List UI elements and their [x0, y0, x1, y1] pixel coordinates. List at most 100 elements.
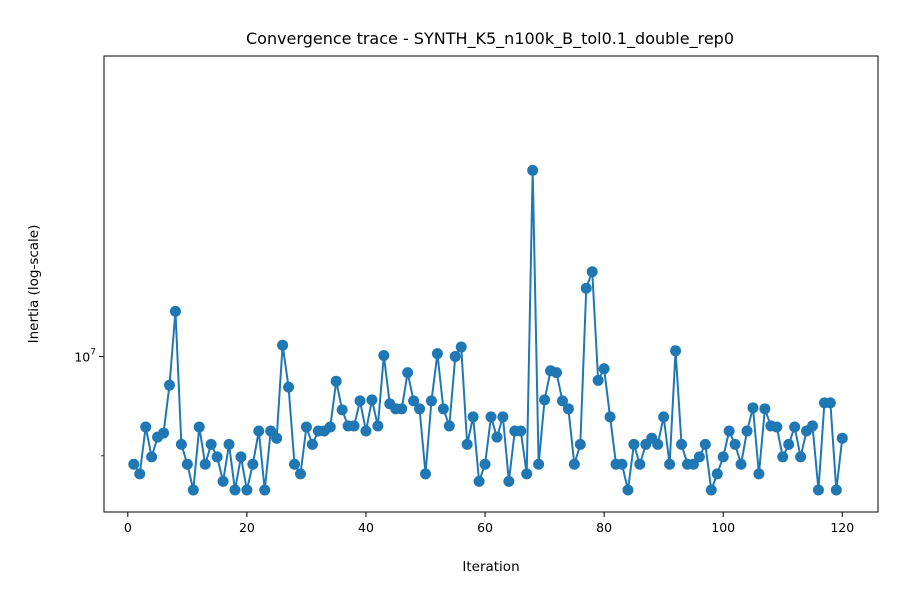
data-point [759, 403, 771, 415]
data-point [205, 438, 217, 450]
data-point [199, 458, 211, 470]
y-axis-label: Inertia (log-scale) [26, 225, 42, 344]
x-tick-label: 100 [711, 520, 735, 535]
plot-frame [103, 55, 879, 513]
data-point [670, 345, 682, 357]
data-point [729, 438, 741, 450]
data-point [604, 411, 616, 423]
data-point [550, 367, 562, 379]
data-point [812, 484, 824, 496]
data-point [652, 438, 664, 450]
data-point [491, 431, 503, 443]
data-point [283, 381, 295, 393]
data-point [485, 411, 497, 423]
data-point [693, 451, 705, 463]
data-point [479, 458, 491, 470]
data-point [193, 421, 205, 433]
data-point [372, 420, 384, 432]
data-point [771, 421, 783, 433]
data-point [574, 438, 586, 450]
data-point [158, 427, 170, 439]
chart-title: Convergence trace - SYNTH_K5_n100k_B_tol… [246, 29, 734, 49]
data-point [235, 451, 247, 463]
data-point [473, 475, 485, 487]
data-point [568, 458, 580, 470]
data-point [354, 395, 366, 407]
data-point [146, 451, 158, 463]
data-point [163, 379, 175, 391]
x-axis-label: Iteration [462, 559, 519, 575]
data-point [336, 404, 348, 416]
x-tick-label: 80 [596, 520, 612, 535]
data-point [747, 402, 759, 414]
data-point [676, 438, 688, 450]
data-point [449, 350, 461, 362]
data-point [294, 468, 306, 480]
data-point [431, 348, 443, 360]
data-point [324, 421, 336, 433]
x-tick-label: 20 [239, 520, 255, 535]
data-point [539, 394, 551, 406]
data-point [425, 395, 437, 407]
data-point [807, 420, 819, 432]
data-point [360, 425, 372, 437]
data-point [592, 374, 604, 386]
data-point [181, 458, 193, 470]
data-point [366, 394, 378, 406]
data-point [175, 438, 187, 450]
data-point [467, 411, 479, 423]
data-point [259, 484, 271, 496]
y-tick-label: 107 [74, 347, 96, 364]
data-point [378, 350, 390, 361]
data-point [348, 420, 360, 432]
data-point [741, 425, 753, 437]
data-point [330, 375, 342, 387]
data-point [289, 458, 301, 470]
data-point [753, 468, 765, 480]
data-point [396, 403, 408, 415]
data-point [616, 458, 628, 470]
data-point [271, 432, 283, 444]
data-point [253, 425, 265, 437]
y-axis: 107 [74, 347, 104, 457]
x-tick-label: 40 [358, 520, 374, 535]
data-point [789, 421, 801, 433]
x-axis: 0 20 40 60 80 100 120 [124, 512, 854, 535]
data-point [223, 438, 235, 450]
data-point [527, 164, 539, 176]
data-point [699, 438, 711, 450]
data-point [229, 484, 241, 496]
data-point [408, 395, 420, 407]
x-tick-label: 60 [477, 520, 493, 535]
data-point [217, 475, 229, 487]
data-point [533, 458, 545, 470]
data-point [521, 468, 533, 480]
data-point [711, 468, 723, 480]
data-point [705, 484, 717, 496]
data-point [777, 451, 789, 463]
data-point [830, 484, 842, 496]
data-point [628, 438, 640, 450]
data-point [735, 458, 747, 470]
data-point [300, 421, 312, 433]
data-point [140, 421, 152, 433]
data-point [580, 282, 592, 294]
data-point [836, 432, 848, 444]
data-point [247, 458, 259, 470]
data-point [169, 305, 181, 317]
data-point [134, 468, 146, 480]
data-point [824, 397, 836, 409]
data-point [664, 458, 676, 470]
data-point [128, 458, 140, 470]
plot-area [103, 55, 879, 513]
data-point [306, 438, 318, 450]
data-point [414, 403, 426, 415]
data-point [455, 341, 467, 353]
x-tick-label: 120 [830, 520, 854, 535]
series-layer [128, 164, 848, 496]
data-point [562, 403, 574, 415]
data-point [598, 363, 610, 375]
data-point [461, 438, 473, 450]
x-tick-label: 0 [124, 520, 132, 535]
